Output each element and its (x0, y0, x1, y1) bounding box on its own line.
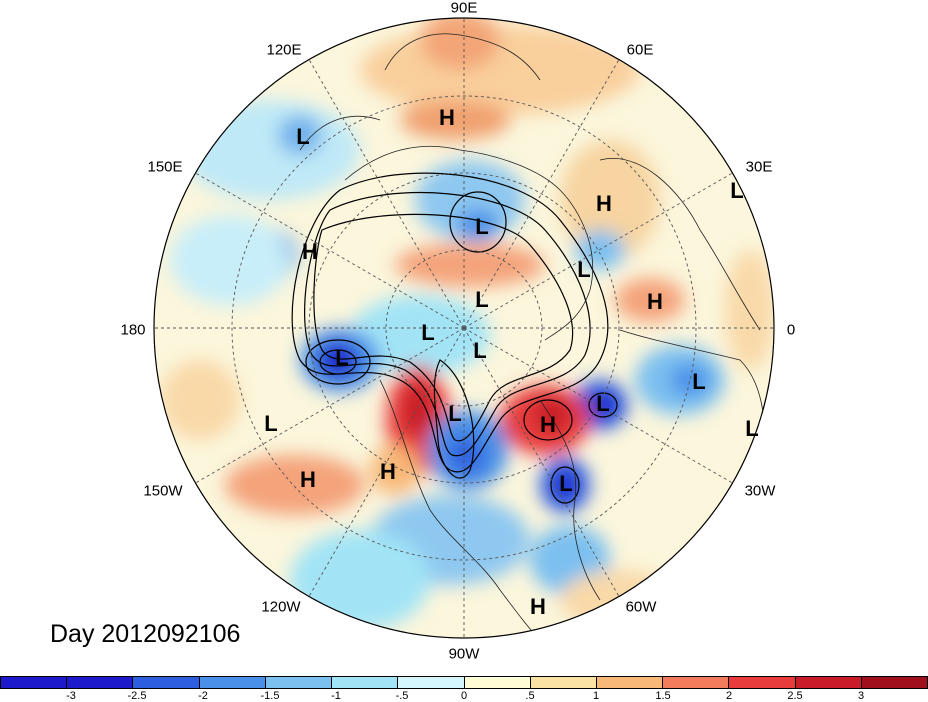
lon-label-90w: 90W (448, 645, 480, 663)
colorbar-tick-label: -1.5 (260, 690, 280, 702)
lon-label-30w: 30W (744, 482, 776, 500)
colorbar-swatch (795, 677, 862, 688)
colorbar-swatch (729, 677, 796, 688)
colorbar-tick-label: 1 (592, 690, 600, 702)
pressure-center-label: L (448, 401, 462, 426)
graticule (154, 18, 774, 638)
pressure-center-label: H (302, 239, 318, 264)
colorbar-swatch (332, 677, 399, 688)
pressure-center-label: H (380, 459, 396, 484)
colorbar (0, 676, 928, 689)
colorbar-swatch (663, 677, 730, 688)
map-border (153, 17, 775, 639)
colorbar-tick-label: 2.5 (787, 690, 803, 702)
lon-label-0: 0 (786, 321, 796, 339)
lon-label-150w: 150W (143, 482, 183, 500)
pressure-center-label: L (745, 416, 759, 441)
pressure-center-label: L (730, 178, 744, 203)
pressure-center-label: H (540, 412, 556, 437)
colorbar-tick-label: -1 (331, 690, 341, 702)
pressure-center-label: L (473, 338, 487, 363)
lon-label-120e: 120E (266, 41, 302, 59)
colorbar-tick-label: -3 (66, 690, 76, 702)
colorbar-tick-label: 3 (857, 690, 865, 702)
coastlines (299, 33, 765, 638)
pressure-center-label: L (559, 471, 573, 496)
colorbar-swatch (265, 677, 333, 688)
colorbar-tick-label: 0 (460, 690, 468, 702)
pressure-center-label: L (475, 287, 489, 312)
pressure-center-label: L (692, 369, 706, 394)
day-label: Day 2012092106 (50, 620, 241, 648)
colorbar-swatch (530, 677, 597, 688)
lon-label-90e: 90E (450, 0, 478, 17)
colorbar-swatch (861, 677, 928, 688)
pressure-center-label: H (439, 105, 455, 130)
lon-label-60w: 60W (625, 598, 657, 616)
colorbar-tick-label: 1.5 (655, 690, 671, 702)
polar-anomaly-map (153, 17, 775, 639)
pressure-center-label: L (335, 345, 349, 370)
pressure-center-label: L (475, 214, 489, 239)
colorbar-swatch (1, 677, 68, 688)
colorbar-tick-label: -.5 (395, 690, 409, 702)
colorbar-swatch (133, 677, 200, 688)
pressure-center-label: H (596, 191, 612, 216)
pressure-center-label: L (264, 411, 278, 436)
lon-label-30e: 30E (745, 158, 773, 176)
pressure-center-label: H (300, 467, 316, 492)
lon-label-150e: 150E (147, 158, 183, 176)
lon-label-120w: 120W (261, 598, 301, 616)
colorbar-swatch (67, 677, 134, 688)
colorbar-tick-label: -2.5 (127, 690, 147, 702)
colorbar-swatch (199, 677, 266, 688)
pressure-center-label: L (596, 391, 610, 416)
pressure-center-label: H (647, 289, 663, 314)
pressure-center-label: L (577, 257, 591, 282)
colorbar-swatch (464, 677, 531, 688)
contour-lines (291, 172, 618, 504)
colorbar-tick-label: -2 (198, 690, 208, 702)
lon-label-180: 180 (120, 321, 146, 339)
colorbar-swatch (596, 677, 664, 688)
lon-label-60e: 60E (626, 41, 654, 59)
colorbar-tick-label: 2 (725, 690, 733, 702)
colorbar-tick-label: .5 (525, 690, 535, 702)
pressure-center-label: L (421, 320, 435, 345)
pressure-center-label: L (296, 124, 310, 149)
colorbar-swatch (398, 677, 465, 688)
pressure-center-label: H (530, 594, 546, 619)
